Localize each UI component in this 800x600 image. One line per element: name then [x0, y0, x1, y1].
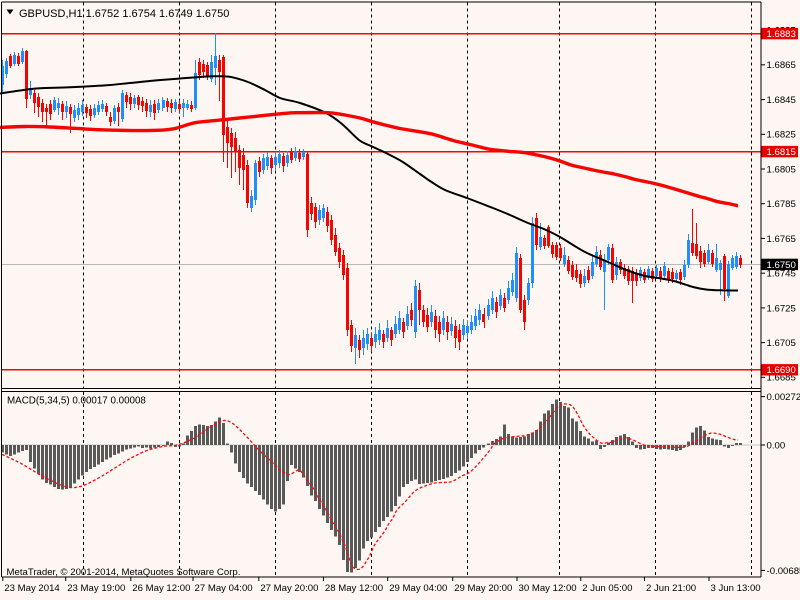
svg-text:2 Jun 05:00: 2 Jun 05:00 [582, 583, 632, 594]
svg-text:1.6805: 1.6805 [767, 164, 796, 175]
svg-text:29 May 04:00: 29 May 04:00 [389, 583, 447, 594]
svg-text:0.00272: 0.00272 [767, 392, 800, 403]
svg-text:1.6825: 1.6825 [767, 130, 796, 141]
svg-text:GBPUSD,H1 1.6752 1.6754 1.674: GBPUSD,H1 1.6752 1.6754 1.6749 1.6750 [19, 8, 229, 20]
svg-text:3 Jun 13:00: 3 Jun 13:00 [711, 583, 761, 594]
svg-text:1.6785: 1.6785 [767, 199, 796, 210]
svg-text:MetaTrader, © 2001-2014, MetaQ: MetaTrader, © 2001-2014, MetaQuotes Soft… [7, 567, 241, 578]
svg-text:27 May 20:00: 27 May 20:00 [260, 583, 318, 594]
svg-text:1.6685: 1.6685 [767, 373, 796, 384]
svg-text:23 May 19:00: 23 May 19:00 [67, 583, 125, 594]
svg-text:1.6815: 1.6815 [767, 147, 796, 158]
svg-text:-0.00685: -0.00685 [767, 566, 800, 577]
svg-text:1.6750: 1.6750 [767, 260, 796, 271]
svg-text:1.6745: 1.6745 [767, 269, 796, 280]
svg-text:29 May 20:00: 29 May 20:00 [454, 583, 512, 594]
svg-text:1.6705: 1.6705 [767, 338, 796, 349]
svg-text:1.6690: 1.6690 [767, 365, 796, 376]
svg-text:1.6845: 1.6845 [767, 95, 796, 106]
svg-text:27 May 04:00: 27 May 04:00 [195, 583, 253, 594]
svg-text:1.6865: 1.6865 [767, 60, 796, 71]
svg-text:26 May 12:00: 26 May 12:00 [132, 583, 190, 594]
svg-text:0.00: 0.00 [767, 440, 786, 451]
svg-text:2 Jun 21:00: 2 Jun 21:00 [646, 583, 696, 594]
svg-text:1.6883: 1.6883 [767, 29, 796, 40]
svg-text:23 May 2014: 23 May 2014 [4, 583, 60, 594]
svg-text:28 May 12:00: 28 May 12:00 [325, 583, 383, 594]
svg-text:1.6725: 1.6725 [767, 303, 796, 314]
svg-text:30 May 12:00: 30 May 12:00 [519, 583, 577, 594]
svg-text:1.6765: 1.6765 [767, 234, 796, 245]
svg-text:MACD(5,34,5) 0.00017 0.00008: MACD(5,34,5) 0.00017 0.00008 [7, 396, 146, 407]
